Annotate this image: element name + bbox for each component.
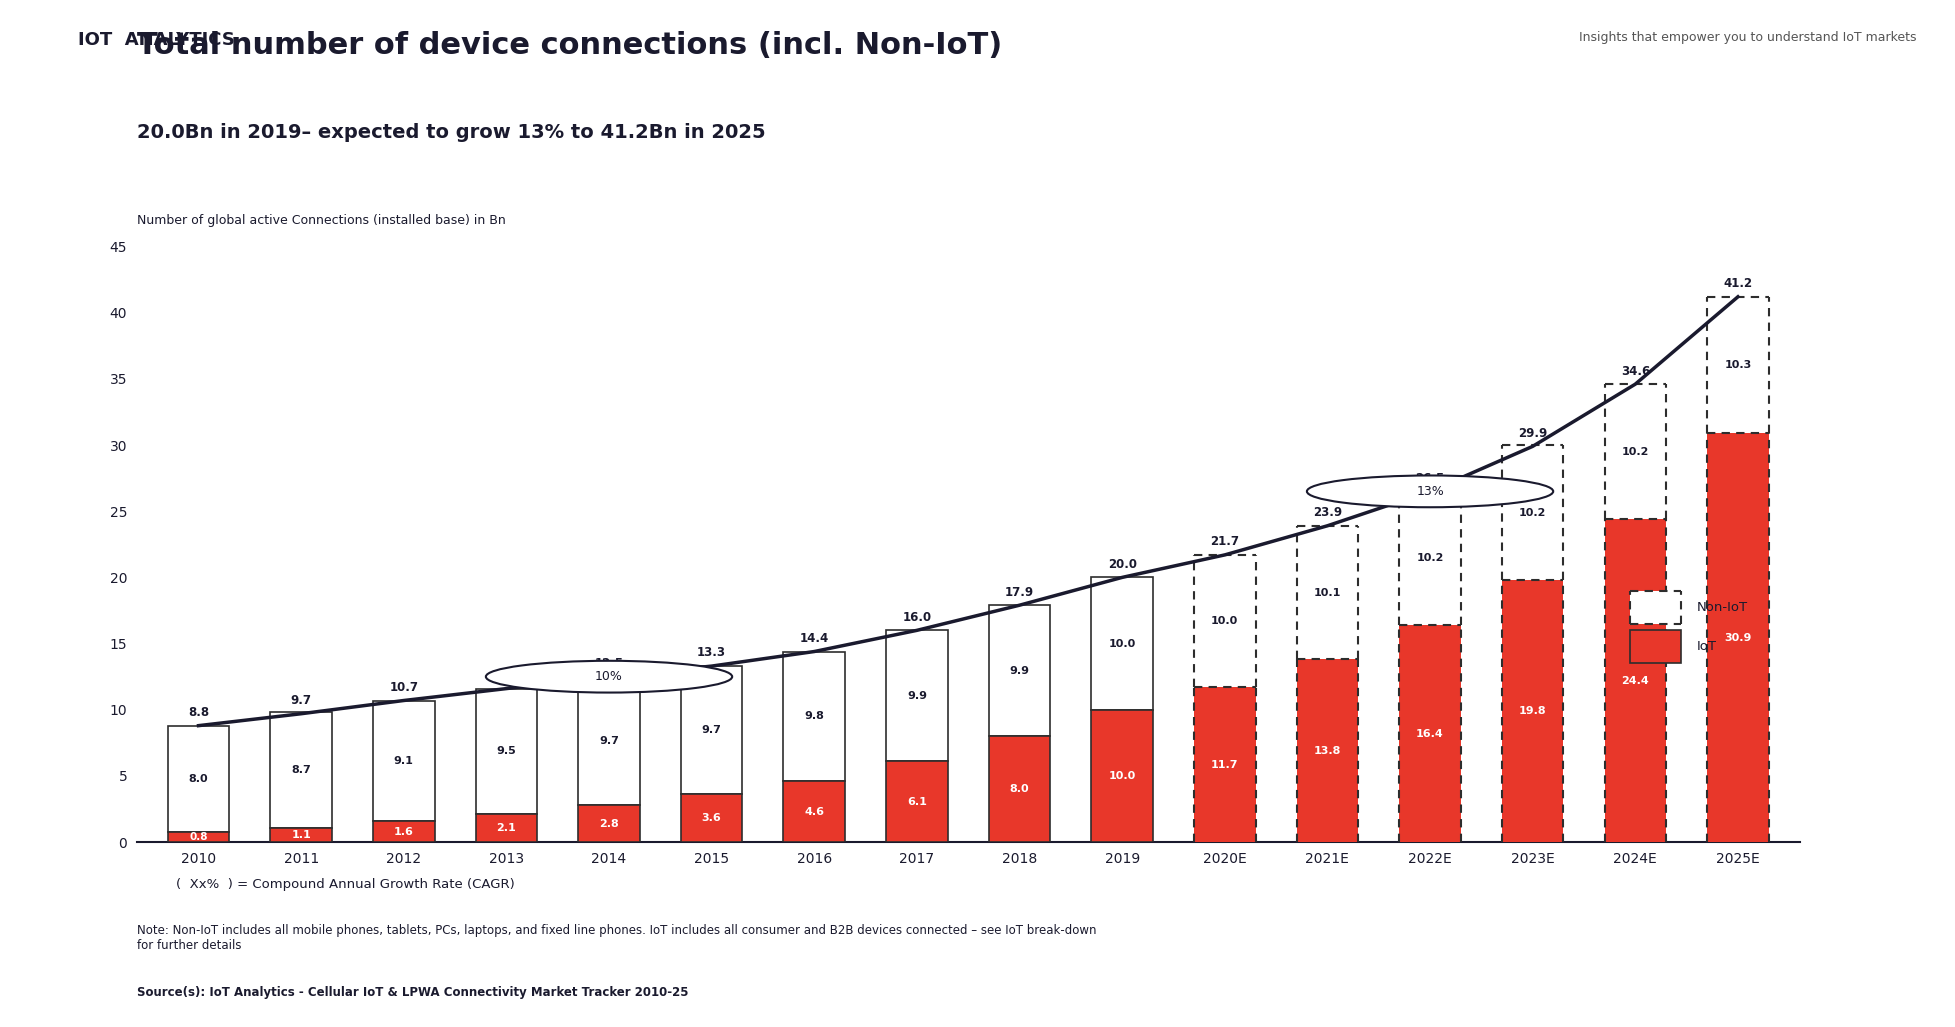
Text: 10.1: 10.1 — [1314, 587, 1341, 598]
Text: 6.1: 6.1 — [907, 797, 927, 807]
Text: 10.0: 10.0 — [1108, 771, 1136, 781]
Text: 10.2: 10.2 — [1519, 507, 1546, 518]
Circle shape — [1306, 476, 1552, 507]
Bar — [1707, 433, 1767, 842]
Text: 16.4: 16.4 — [1415, 728, 1443, 738]
Bar — [886, 761, 948, 842]
Bar — [270, 713, 332, 828]
Text: 13.3: 13.3 — [696, 646, 725, 659]
Bar — [680, 667, 743, 795]
Text: 1.6: 1.6 — [393, 827, 414, 837]
Bar — [270, 828, 332, 842]
Text: 16.0: 16.0 — [901, 611, 931, 623]
Bar — [680, 795, 743, 842]
Bar — [1091, 710, 1151, 842]
Bar — [1501, 580, 1562, 842]
Text: 41.2: 41.2 — [1722, 277, 1752, 291]
Text: 20.0: 20.0 — [1107, 558, 1136, 571]
Bar — [579, 677, 639, 805]
Bar — [475, 688, 538, 814]
Text: 9.8: 9.8 — [804, 712, 823, 721]
Text: 34.6: 34.6 — [1621, 365, 1650, 378]
Bar — [1629, 631, 1681, 663]
Bar — [373, 821, 434, 842]
Text: Non-IoT: Non-IoT — [1697, 601, 1748, 614]
Text: 13%: 13% — [1415, 485, 1443, 498]
Text: 10.7: 10.7 — [389, 681, 418, 694]
Bar — [784, 782, 845, 842]
Text: 8.7: 8.7 — [291, 765, 311, 775]
Text: 24.4: 24.4 — [1621, 676, 1648, 686]
Text: (  Xx%  ) = Compound Annual Growth Rate (CAGR): ( Xx% ) = Compound Annual Growth Rate (C… — [176, 878, 514, 891]
Bar — [1603, 384, 1666, 520]
Text: 30.9: 30.9 — [1724, 633, 1752, 643]
Text: Source(s): IoT Analytics - Cellular IoT & LPWA Connectivity Market Tracker 2010-: Source(s): IoT Analytics - Cellular IoT … — [137, 986, 688, 999]
Bar — [1398, 625, 1460, 842]
Text: 2.1: 2.1 — [497, 824, 516, 833]
Bar — [784, 651, 845, 782]
Text: 10.3: 10.3 — [1724, 359, 1750, 370]
Text: 10.0: 10.0 — [1108, 639, 1136, 649]
Text: 20.0Bn in 2019– expected to grow 13% to 41.2Bn in 2025: 20.0Bn in 2019– expected to grow 13% to … — [137, 123, 764, 143]
Text: 4.6: 4.6 — [804, 806, 823, 816]
Text: 10.2: 10.2 — [1415, 553, 1443, 563]
Bar — [373, 700, 434, 821]
Text: 9.7: 9.7 — [598, 736, 618, 746]
Bar — [987, 605, 1050, 736]
Text: 9.9: 9.9 — [907, 691, 927, 700]
Bar — [1193, 555, 1255, 687]
Text: 2.8: 2.8 — [598, 819, 618, 829]
Text: 9.7: 9.7 — [291, 694, 311, 708]
Text: 9.1: 9.1 — [393, 756, 414, 766]
Text: 26.5: 26.5 — [1415, 471, 1445, 485]
Text: IOT  ANALYTICS: IOT ANALYTICS — [78, 31, 235, 49]
Text: 11.7: 11.7 — [1210, 760, 1238, 769]
Text: Data as of Nov 2020: Data as of Nov 2020 — [1322, 236, 1494, 252]
Text: 8.8: 8.8 — [188, 706, 209, 719]
Text: 3.6: 3.6 — [702, 813, 721, 824]
Text: 14.4: 14.4 — [800, 632, 829, 645]
Text: 9.9: 9.9 — [1009, 665, 1028, 676]
Text: IoT: IoT — [1697, 641, 1716, 653]
Text: 19.8: 19.8 — [1519, 707, 1546, 716]
Bar — [168, 726, 229, 832]
Bar — [886, 631, 948, 761]
Text: Number of global active Connections (installed base) in Bn: Number of global active Connections (ins… — [137, 214, 506, 227]
Text: 13.8: 13.8 — [1314, 746, 1341, 756]
Bar — [1193, 687, 1255, 842]
Text: 12.5: 12.5 — [594, 657, 624, 670]
Text: 0.8: 0.8 — [190, 832, 207, 842]
Bar — [168, 832, 229, 842]
Bar — [579, 805, 639, 842]
Text: 8.0: 8.0 — [188, 773, 207, 784]
Bar — [1296, 526, 1357, 659]
Bar — [1296, 659, 1357, 842]
Text: 9.7: 9.7 — [702, 725, 721, 735]
Bar — [475, 814, 538, 842]
Text: 10.0: 10.0 — [1210, 616, 1238, 626]
Text: 9.5: 9.5 — [497, 747, 516, 757]
Circle shape — [485, 660, 731, 692]
Bar — [1603, 520, 1666, 842]
Text: 17.9: 17.9 — [1005, 585, 1034, 599]
Text: 11.6: 11.6 — [491, 669, 520, 682]
Bar — [1501, 445, 1562, 580]
Bar — [987, 736, 1050, 842]
Text: 1.1: 1.1 — [291, 830, 311, 840]
Text: 8.0: 8.0 — [1009, 785, 1028, 794]
Text: 29.9: 29.9 — [1517, 427, 1546, 440]
Text: 21.7: 21.7 — [1210, 535, 1239, 548]
Text: 10%: 10% — [594, 671, 622, 683]
Text: Insights that empower you to understand IoT markets: Insights that empower you to understand … — [1578, 31, 1916, 44]
Bar — [1629, 591, 1681, 623]
Text: Total number of device connections (incl. Non-IoT): Total number of device connections (incl… — [137, 31, 1001, 60]
Bar — [1398, 490, 1460, 625]
Text: 10.2: 10.2 — [1621, 447, 1648, 457]
Text: Note: Non-IoT includes all mobile phones, tablets, PCs, laptops, and fixed line : Note: Non-IoT includes all mobile phones… — [137, 924, 1097, 952]
Bar — [1707, 297, 1767, 433]
Bar — [1091, 577, 1151, 710]
Text: 23.9: 23.9 — [1312, 506, 1341, 520]
